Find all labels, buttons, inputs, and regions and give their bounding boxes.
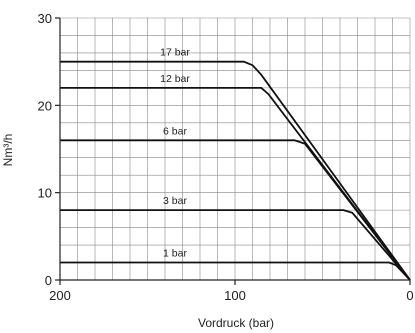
- tick-labels: 200 100 0 0 10 20 30: [38, 11, 414, 303]
- x-tick-label: 100: [224, 288, 246, 303]
- y-tick-label: 20: [38, 98, 52, 113]
- x-axis-title: Vordruck (bar): [198, 316, 274, 330]
- y-tick-label: 10: [38, 186, 52, 201]
- series-label: 6 bar: [163, 125, 187, 137]
- series-label: 1 bar: [163, 248, 187, 260]
- series-label: 17 bar: [160, 47, 190, 59]
- chart-curves: [60, 60, 411, 281]
- y-axis-title: Nm³/h: [1, 134, 15, 167]
- series-line: [60, 209, 411, 281]
- series-labels: 17 bar 12 bar 6 bar 3 bar 1 bar: [160, 47, 190, 260]
- y-tick-label: 30: [38, 11, 52, 26]
- series-label: 12 bar: [160, 73, 190, 85]
- x-tick-label: 0: [406, 288, 413, 303]
- chart-grid: [59, 17, 411, 281]
- series-line: [60, 60, 411, 281]
- y-tick-label: 0: [45, 273, 52, 288]
- series-label: 3 bar: [163, 195, 187, 207]
- series-line: [60, 261, 411, 281]
- series-line: [60, 139, 411, 281]
- x-tick-label: 200: [49, 288, 71, 303]
